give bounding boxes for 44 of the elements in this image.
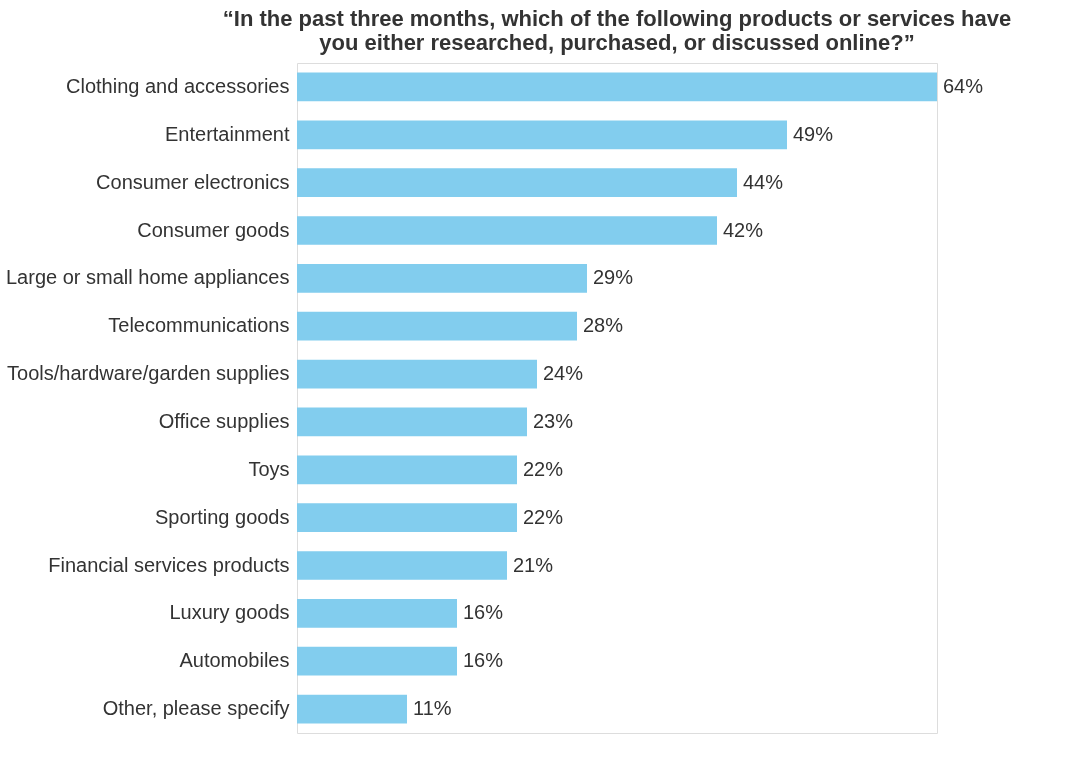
bar [297, 120, 787, 150]
bar [297, 551, 507, 580]
data-label: 22% [523, 505, 564, 528]
data-label: 24% [543, 362, 584, 385]
y-tick-label: Large or small home appliances [6, 266, 290, 289]
bar [297, 646, 457, 676]
y-tick-label: Telecommunications [108, 314, 290, 337]
data-label: 21% [513, 553, 554, 576]
y-tick-label: Consumer electronics [96, 170, 290, 193]
data-label: 64% [943, 74, 984, 97]
data-label: 28% [583, 314, 624, 337]
text: “In the past three months, which of the following products or services have [222, 6, 1012, 31]
y-tick-label: Tools/hardware/garden supplies [7, 362, 290, 385]
bar [297, 311, 577, 341]
bar [297, 599, 457, 628]
y-tick-label: Sporting goods [154, 505, 290, 528]
data-label: 29% [593, 266, 634, 289]
y-tick-label: Clothing and accessories [66, 74, 290, 97]
y-tick-label: Luxury goods [169, 601, 290, 624]
bar [297, 72, 937, 102]
bar [297, 359, 537, 389]
data-label: 11% [413, 697, 452, 720]
data-label: 22% [523, 457, 564, 480]
data-label: 44% [743, 170, 784, 193]
bar [297, 407, 527, 437]
bar [297, 264, 587, 293]
bar [297, 694, 407, 724]
data-label: 16% [463, 601, 504, 624]
bar [297, 503, 517, 532]
y-tick-label: Financial services products [48, 553, 290, 576]
bar [297, 455, 517, 485]
y-tick-label: Automobiles [179, 649, 290, 672]
text: you either researched, purchased, or discussed online?” [319, 30, 915, 55]
y-tick-label: Office supplies [158, 409, 290, 432]
y-tick-label: Entertainment [164, 122, 290, 145]
y-tick-label: Other, please specify [102, 697, 290, 720]
y-tick-label: Consumer goods [137, 218, 290, 241]
data-label: 49% [793, 122, 834, 145]
data-label: 23% [533, 409, 574, 432]
data-label: 16% [463, 649, 504, 672]
y-tick-label: Toys [248, 457, 290, 480]
data-label: 42% [723, 218, 764, 241]
bar [297, 216, 717, 245]
bar [297, 168, 737, 197]
